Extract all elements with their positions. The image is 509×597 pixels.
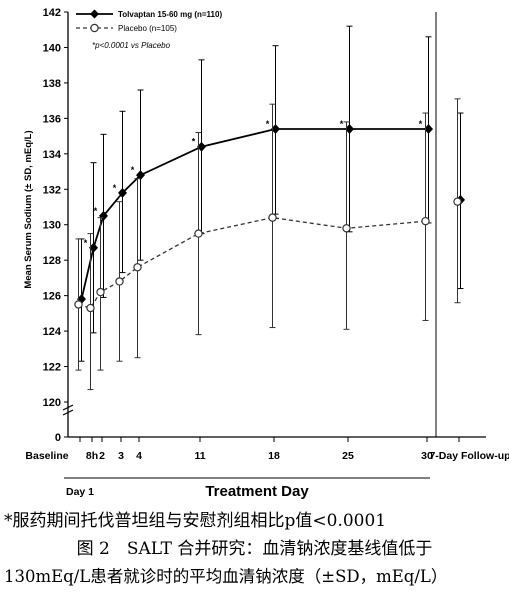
- x-tick-label: 8h: [86, 450, 98, 462]
- y-tick-label: 120: [43, 397, 61, 409]
- significance-star: *: [266, 119, 270, 129]
- x-tick-label: Baseline: [25, 450, 68, 462]
- y-tick-label: 124: [43, 326, 62, 338]
- footnote-significance: *服药期间托伐普坦组与安慰剂组相比p值<0.0001: [4, 511, 387, 531]
- y-tick-label: 136: [43, 113, 61, 125]
- figure-description: 130mEq/L患者就诊时的平均血清钠浓度（±SD，mEq/L）: [4, 567, 448, 586]
- y-tick-label: 134: [43, 149, 62, 161]
- y-tick-label: 130: [43, 220, 61, 232]
- significance-star: *: [419, 119, 423, 129]
- placebo-point: [342, 224, 351, 233]
- legend-label-placebo: Placebo (n=105): [118, 24, 177, 33]
- tolvaptan-point: [136, 170, 145, 181]
- y-tick-label: 138: [43, 78, 61, 90]
- y-axis-label: Mean Serum Sodium (± SD, mEq/L): [23, 130, 34, 288]
- y-tick-label: 142: [43, 7, 61, 19]
- placebo-point: [86, 303, 95, 313]
- x-tick-label: 30: [421, 450, 433, 462]
- chart: 120 122 124 126 128 130 132 134 136 138 140 142 0 Mea…: [23, 7, 509, 500]
- x-tick-label: 7-Day Follow-up: [429, 450, 509, 462]
- legend-label-tolvaptan: Tolvaptan 15-60 mg (n=110): [118, 10, 222, 19]
- tolvaptan-point: [99, 210, 108, 221]
- tolvaptan-point: [197, 141, 206, 152]
- tolvaptan-point: [118, 187, 127, 198]
- placebo-point: [194, 229, 203, 238]
- y-axis-break: [62, 404, 74, 416]
- placebo-point: [133, 263, 142, 272]
- placebo-series-line: [78, 216, 426, 309]
- tolvaptan-point: [89, 242, 98, 253]
- significance-star: *: [94, 206, 98, 216]
- y-tick-label-zero: 0: [55, 432, 61, 444]
- significance-star: *: [131, 165, 135, 175]
- x-tick-label: 25: [342, 450, 354, 462]
- x-sublabel-day1: Day 1: [66, 486, 94, 498]
- placebo-point: [453, 197, 462, 206]
- x-tick-label: 2: [99, 450, 105, 462]
- significance-star: *: [113, 183, 117, 193]
- placebo-point: [421, 216, 430, 226]
- significance-star: *: [192, 137, 196, 147]
- significance-star: *: [84, 238, 88, 248]
- significance-annotation: *p<0.0001 vs Placebo: [92, 41, 171, 50]
- x-tick-label: 3: [118, 450, 124, 462]
- x-axis-label: Treatment Day: [205, 483, 309, 500]
- significance-star: *: [340, 119, 344, 129]
- tolvaptan-point: [271, 124, 280, 134]
- x-tick-label: 18: [268, 450, 280, 462]
- y-tick-label: 122: [43, 362, 61, 374]
- figure-caption: 图 2 SALT 合并研究：血清钠浓度基线值低于: [76, 539, 433, 559]
- placebo-point: [96, 287, 105, 297]
- x-tick-label: 4: [136, 450, 142, 462]
- placebo-point: [74, 300, 83, 309]
- y-tick-label: 126: [43, 291, 61, 303]
- legend-marker-tolvaptan: [90, 9, 99, 19]
- tolvaptan-point: [345, 124, 354, 134]
- x-tick-label: 11: [194, 450, 205, 462]
- tolvaptan-point: [424, 124, 433, 134]
- chart-svg: 120 122 124 126 128 130 132 134 136 138 140 142 0 Mea…: [23, 7, 509, 500]
- placebo-point: [268, 213, 277, 222]
- y-tick-label: 132: [43, 184, 61, 196]
- y-tick-label: 128: [43, 255, 61, 267]
- legend-marker-placebo: [90, 23, 99, 33]
- y-tick-label: 140: [43, 42, 61, 54]
- placebo-point: [115, 277, 124, 286]
- tolvaptan-series-line: [80, 128, 429, 300]
